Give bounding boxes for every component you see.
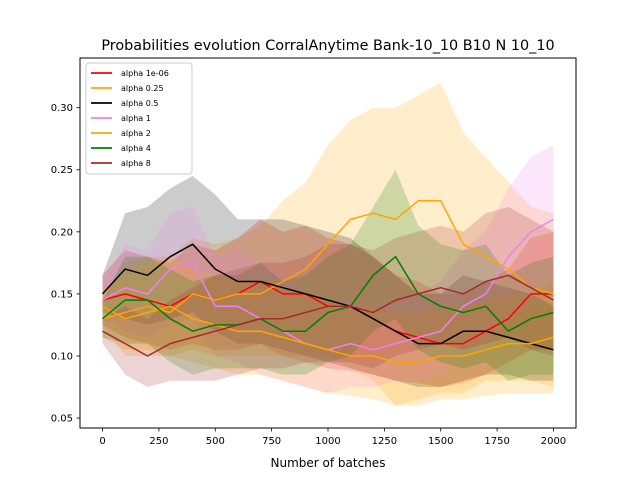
legend-label: alpha 1	[121, 114, 151, 123]
band-series-5	[102, 256, 554, 406]
x-tick-label: 1750	[484, 436, 509, 447]
x-axis-label: Number of batches	[271, 456, 386, 470]
x-tick-label: 1250	[372, 436, 397, 447]
line-series-3	[101, 243, 554, 351]
chart-title: Probabilities evolution CorralAnytime Ba…	[101, 38, 554, 54]
y-tick-label: 0.15	[51, 289, 73, 300]
legend-label: alpha 1e-06	[121, 69, 169, 78]
x-tick-label: 500	[206, 436, 225, 447]
line-series-6	[102, 255, 554, 332]
band-series-3	[102, 176, 554, 387]
line-series-7	[102, 274, 554, 357]
legend-label: alpha 4	[121, 144, 151, 153]
x-tick-label: 750	[262, 436, 281, 447]
legend-label: alpha 2	[121, 129, 151, 138]
y-tick-label: 0.25	[51, 165, 73, 176]
band-series-6	[102, 169, 554, 381]
line-series-5	[102, 305, 554, 363]
x-tick-label: 1000	[315, 436, 340, 447]
legend-label: alpha 0.25	[121, 84, 164, 93]
line-series-2	[102, 200, 554, 320]
band-series-7	[102, 207, 554, 387]
y-tick-label: 0.05	[51, 414, 73, 425]
legend-items: alpha 1e-06 alpha 0.25 alpha 0.5 alpha 1 alp…	[91, 69, 169, 168]
x-tick-label: 250	[149, 436, 168, 447]
y-tick-label: 0.20	[51, 227, 73, 238]
band-series-1	[102, 219, 554, 387]
series-lines	[101, 200, 554, 363]
x-axis-ticks: 0 250 500 750 1000 1250 1500 1750 2000	[99, 428, 566, 447]
x-tick-label: 0	[99, 436, 105, 447]
y-axis-ticks: 0.05 0.10 0.15 0.20 0.25 0.30	[51, 103, 80, 425]
legend-label: alpha 8	[121, 159, 151, 168]
y-tick-label: 0.10	[51, 351, 73, 362]
legend-box	[85, 62, 193, 175]
legend-label: alpha 0.5	[121, 99, 158, 108]
y-tick-label: 0.30	[51, 103, 73, 114]
x-tick-label: 2000	[541, 436, 566, 447]
legend: alpha 1e-06 alpha 0.25 alpha 0.5 alpha 1 alp…	[85, 62, 193, 175]
x-tick-label: 1500	[428, 436, 453, 447]
